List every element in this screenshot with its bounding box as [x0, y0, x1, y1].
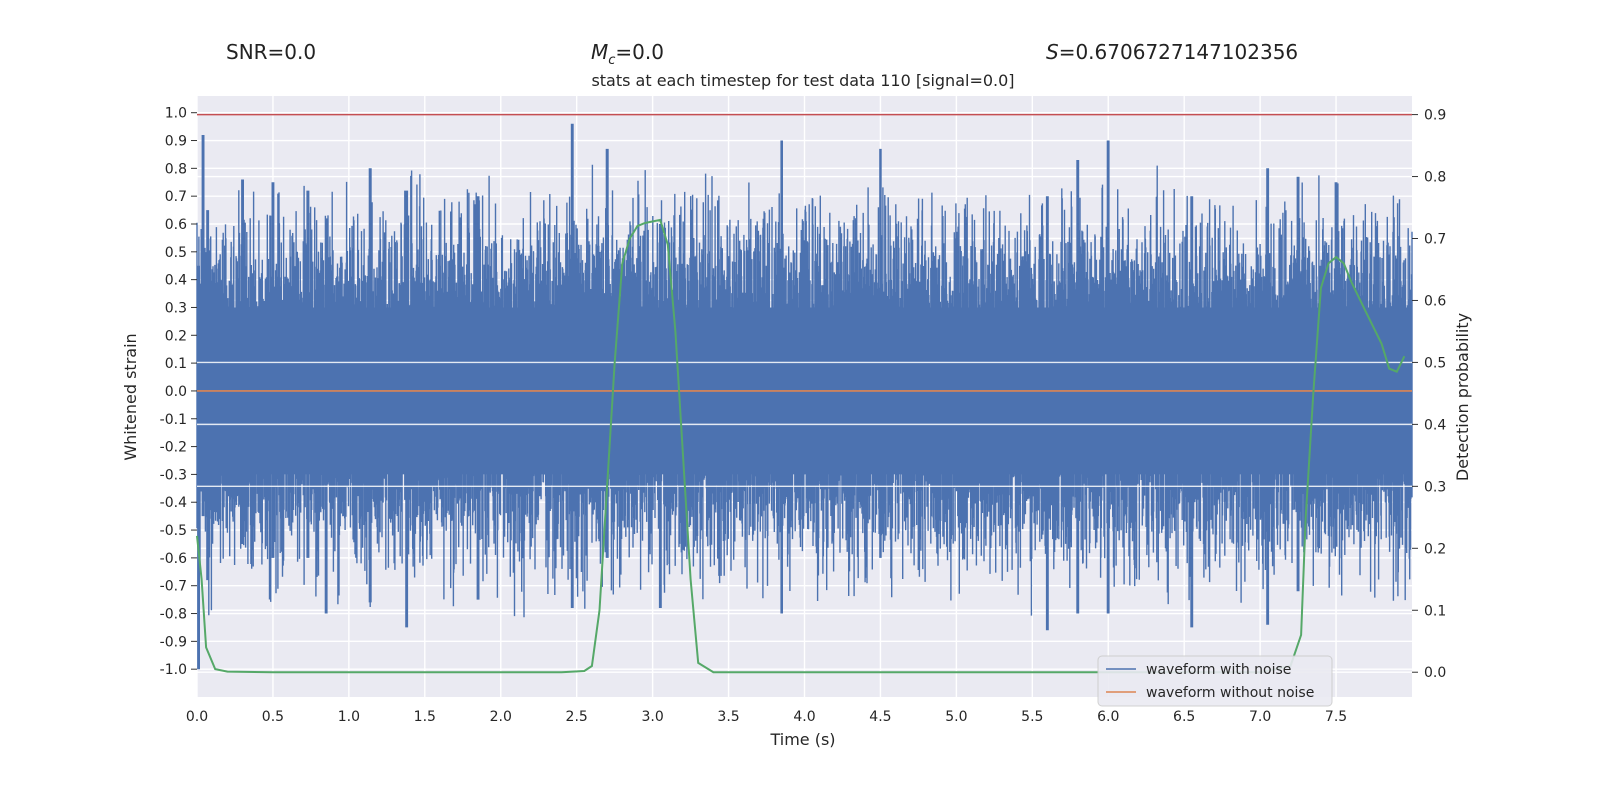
s-annotation: S=0.6706727147102356	[1046, 40, 1298, 64]
s-text: =0.6706727147102356	[1058, 40, 1299, 64]
x-tick-label: 7.0	[1249, 709, 1271, 725]
x-tick-label: 2.0	[490, 709, 512, 725]
y-right-tick-label: 0.0	[1424, 665, 1446, 681]
chirp-mass-subscript: c	[608, 53, 616, 68]
snr-annotation: SNR=0.0	[226, 40, 316, 64]
s-symbol: S	[1046, 40, 1059, 64]
y-right-tick-label: 0.4	[1424, 417, 1446, 433]
y-right-tick-label: 0.3	[1424, 479, 1446, 495]
x-tick-label: 6.5	[1173, 709, 1195, 725]
legend: waveform with noise waveform without nois…	[1097, 655, 1333, 707]
y-left-tick-label: -0.7	[160, 579, 187, 595]
x-tick-label: 4.5	[869, 709, 891, 725]
y-right-tick-label: 0.7	[1424, 232, 1446, 248]
x-tick-label: 3.5	[717, 709, 739, 725]
x-tick-label: 2.5	[566, 709, 588, 725]
y-left-tick-label: -0.6	[160, 551, 187, 567]
y-left-tick-label: 0.2	[165, 328, 187, 344]
x-tick-label: 1.5	[414, 709, 436, 725]
chirp-mass-symbol: M	[591, 40, 609, 64]
y-left-tick-label: 0.7	[165, 189, 187, 205]
legend-label: waveform without noise	[1146, 685, 1314, 701]
legend-box	[1097, 655, 1333, 707]
x-tick-label: 6.0	[1097, 709, 1119, 725]
x-tick-label: 0.0	[186, 709, 208, 725]
right-y-axis: 0.9 0.8 0.7 0.6 0.5 0.4 0.3 0.2 0.1 0.0	[1412, 108, 1446, 681]
y-left-tick-label: -0.1	[160, 412, 187, 428]
x-axis-label: Time (s)	[769, 730, 835, 749]
y-left-tick-label: -0.8	[160, 607, 187, 623]
y-left-tick-label: 0.4	[165, 273, 187, 289]
y-left-tick-label: 0.1	[165, 356, 187, 372]
y-left-tick-label: -0.2	[160, 440, 187, 456]
y-left-tick-label: -0.5	[160, 523, 187, 539]
left-y-axis: 1.0 0.9 0.8 0.7 0.6 0.5 0.4 0.3 0.2 0.1 0.0 -0.1 -0.…	[160, 106, 197, 678]
left-y-axis-label: Whitened strain	[121, 333, 140, 460]
y-right-tick-label: 0.8	[1424, 170, 1446, 186]
y-left-tick-label: -0.9	[160, 634, 187, 650]
right-y-axis-label: Detection probability	[1453, 313, 1472, 481]
snr-text: SNR=0.0	[226, 40, 317, 64]
y-left-tick-label: 0.6	[165, 217, 187, 233]
legend-label: waveform with noise	[1146, 662, 1291, 678]
x-tick-label: 5.5	[1021, 709, 1043, 725]
y-left-tick-label: 0.5	[165, 245, 187, 261]
y-left-tick-label: -1.0	[160, 662, 187, 678]
y-left-tick-label: 0.3	[165, 300, 187, 316]
chart-title: stats at each timestep for test data 110…	[591, 71, 1014, 90]
y-left-tick-label: 0.8	[165, 161, 187, 177]
overlay-layer	[196, 113, 1412, 674]
chirp-mass-text: =0.0	[615, 40, 664, 64]
y-left-tick-label: 0.9	[165, 134, 187, 150]
detection-probability-line	[196, 218, 1406, 674]
y-right-tick-label: 0.6	[1424, 293, 1446, 309]
y-left-tick-label: -0.3	[160, 467, 187, 483]
x-tick-label: 3.0	[641, 709, 663, 725]
x-tick-label: 7.5	[1325, 709, 1347, 725]
x-tick-label: 1.0	[338, 709, 360, 725]
x-tick-label: 5.0	[945, 709, 967, 725]
y-left-tick-label: 0.0	[165, 384, 187, 400]
y-left-tick-label: 1.0	[165, 106, 187, 122]
x-tick-label: 0.5	[262, 709, 284, 725]
y-right-tick-label: 0.1	[1424, 603, 1446, 619]
chirp-mass-annotation: Mc=0.0	[591, 40, 664, 68]
y-right-tick-label: 0.9	[1424, 108, 1446, 124]
x-axis: 0.0 0.5 1.0 1.5 2.0 2.5 3.0 3.5 4.0 4.5 5.0 5.5 6.0 6…	[186, 709, 1347, 725]
y-left-tick-label: -0.4	[160, 495, 187, 511]
x-tick-label: 4.0	[793, 709, 815, 725]
y-right-tick-label: 0.2	[1424, 541, 1446, 557]
y-right-tick-label: 0.5	[1424, 355, 1446, 371]
